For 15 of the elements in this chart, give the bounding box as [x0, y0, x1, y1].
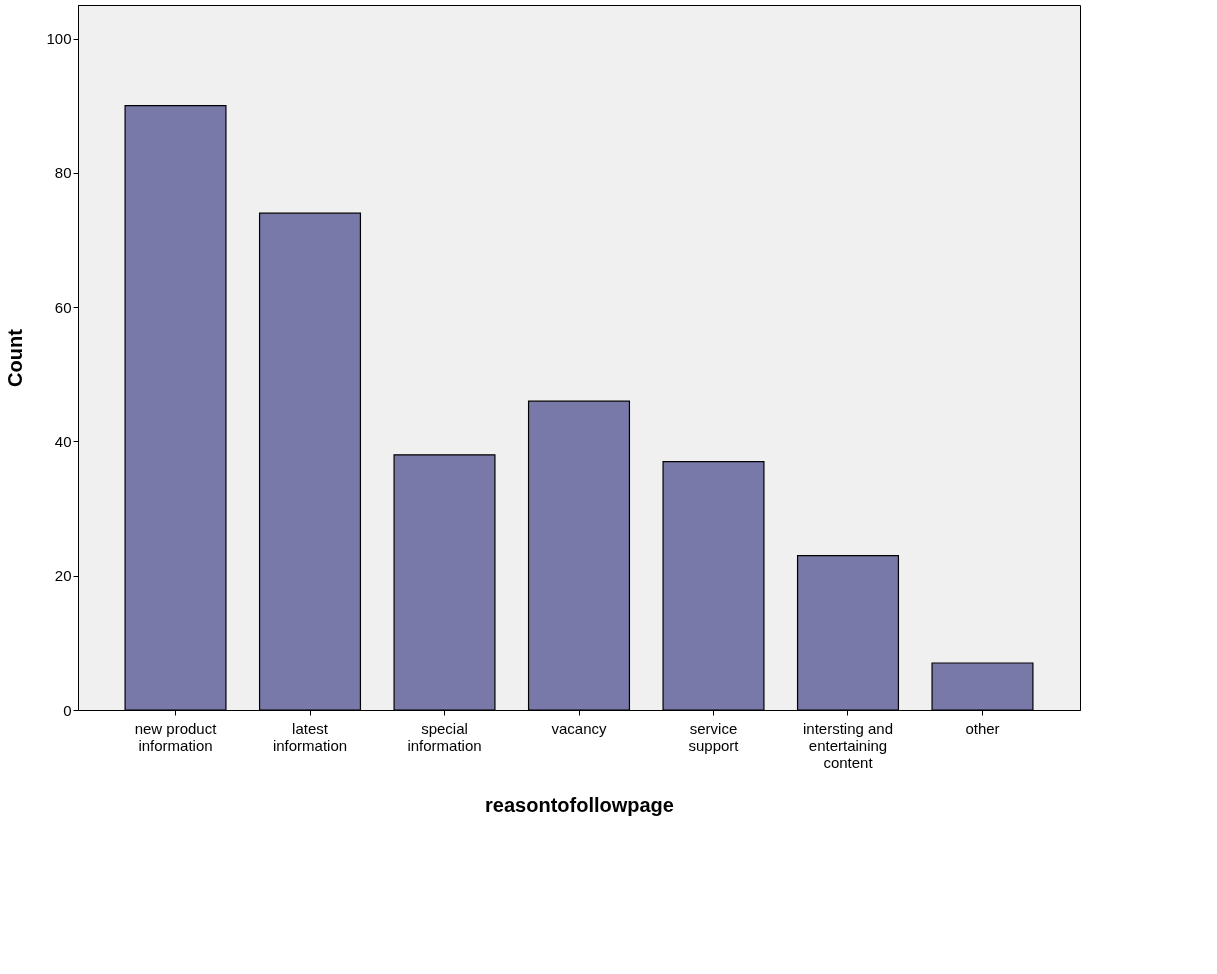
x-tick-label: other [965, 719, 1000, 737]
y-tick-label: 80 [54, 164, 72, 182]
x-tick-label: latest information [272, 719, 348, 754]
x-tick-label: service support [688, 719, 740, 754]
x-axis-title: reasontofollowpage [485, 793, 674, 816]
y-tick-label: 0 [63, 701, 72, 719]
x-tick-label: new product information [134, 719, 218, 754]
x-tick-label: intersting and entertaining content [802, 719, 894, 771]
x-tick-label: vacancy [551, 719, 608, 737]
y-axis-title: Count [4, 328, 27, 387]
y-tick-label: 20 [54, 567, 72, 585]
y-tick-label: 60 [54, 298, 72, 316]
y-tick-label: 100 [46, 30, 72, 48]
x-tick-label: special information [407, 719, 482, 754]
y-tick-label: 40 [54, 432, 72, 450]
